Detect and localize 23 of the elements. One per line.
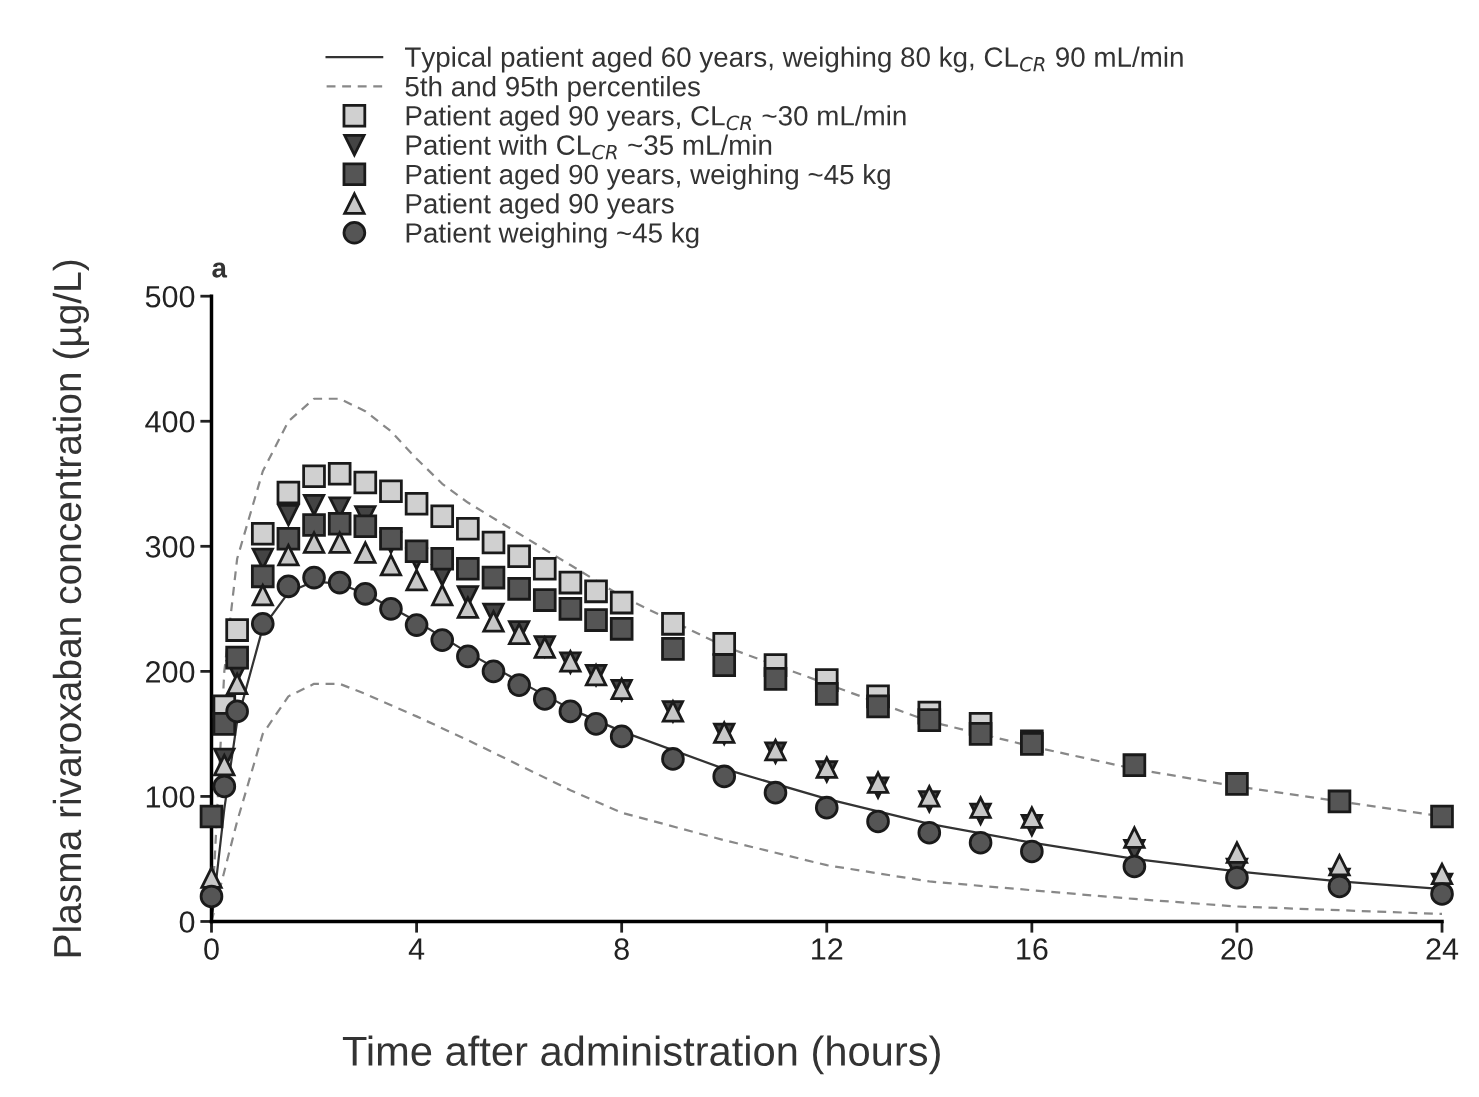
x-tick-label: 24 xyxy=(1426,938,1459,960)
y-tick-label: 200 xyxy=(146,661,195,683)
x-tick-label: 4 xyxy=(408,938,425,960)
y-tick-label: 0 xyxy=(179,911,195,933)
legend-label: Patient aged 90 years, CL$_{CR}$ ~30 mL/min xyxy=(406,105,906,132)
text: a xyxy=(212,262,228,278)
x-tick-label: 12 xyxy=(812,938,843,960)
x-tick-label: 16 xyxy=(1017,938,1048,960)
legend-label: Patient with CL$_{CR}$ ~35 mL/min xyxy=(406,134,772,160)
y-axis-title: Plasma rivaroxaban concentration (µg/L) xyxy=(52,260,89,957)
legend-label: 5th and 95th percentiles xyxy=(405,76,700,102)
legend-label: Typical patient aged 60 years, weighing 80 kg, CL$_{CR}$ 90 mL/min xyxy=(405,46,1183,73)
x-tick-label: 0 xyxy=(204,938,219,960)
x-tick-label: 20 xyxy=(1221,938,1253,960)
y-tick-label: 500 xyxy=(145,285,195,308)
x-tick-label: 8 xyxy=(614,938,629,960)
y-tick-label: 100 xyxy=(146,786,195,808)
y-tick-label: 400 xyxy=(145,410,195,433)
legend-label: Patient aged 90 years xyxy=(406,193,674,220)
x-axis-title: Time after administration (hours) xyxy=(342,1035,940,1075)
legend-label: Patient weighing ~45 kg xyxy=(406,222,699,249)
legend-label: Patient aged 90 years, weighing ~45 kg xyxy=(406,163,890,190)
y-tick-label: 300 xyxy=(145,536,195,558)
